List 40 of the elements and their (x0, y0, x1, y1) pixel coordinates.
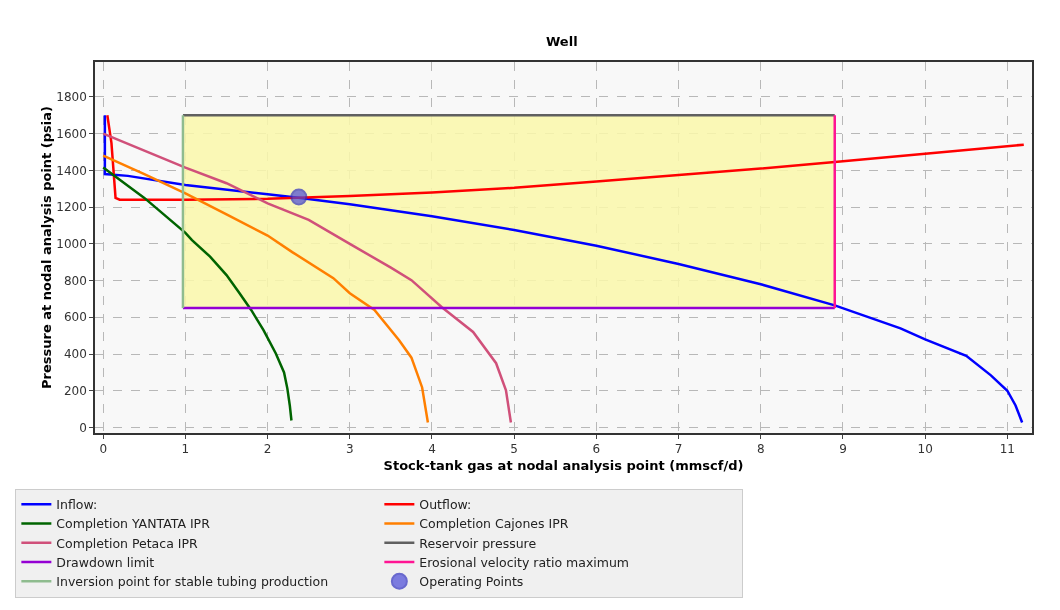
x-tick-label: 5 (510, 442, 518, 457)
x-tick-label: 6 (592, 442, 601, 457)
y-tick-label: 400 (63, 347, 87, 362)
x-tick-label: 0 (99, 442, 108, 457)
x-tick-label: 4 (428, 442, 436, 457)
line-series (101, 166, 293, 422)
legend-label: Erosional velocity ratio maximum (419, 554, 630, 570)
line-series (101, 154, 430, 424)
x-tick-label: 10 (917, 442, 933, 457)
chart-title: Well (546, 33, 578, 49)
legend-label: Inflow: (56, 497, 98, 513)
y-tick-label: 1000 (56, 237, 87, 252)
line-series (106, 114, 1026, 201)
x-axis-title: Stock-tank gas at nodal analysis point (mmscf/d) (383, 458, 744, 474)
x-tick-label: 2 (263, 442, 272, 457)
y-tick-label: 0 (79, 420, 87, 435)
x-tick-label: 8 (756, 442, 765, 457)
legend-label: Operating Points (419, 574, 524, 590)
y-tick-label: 200 (63, 383, 87, 398)
legend-label: Completion Petaca IPR (56, 535, 198, 551)
y-tick-label: 600 (63, 310, 87, 325)
x-tick-label: 7 (674, 442, 683, 457)
legend-label: Reservoir pressure (419, 535, 537, 551)
x-tick-label: 11 (999, 442, 1015, 457)
legend-label: Completion YANTATA IPR (56, 516, 211, 532)
line-series (101, 132, 513, 424)
y-tick-label: 1600 (56, 126, 87, 141)
y-tick-label: 800 (63, 273, 87, 288)
y-tick-label: 1400 (56, 163, 87, 178)
legend-label: Completion Cajones IPR (419, 516, 569, 532)
y-tick-label: 1200 (56, 200, 87, 215)
x-tick-label: 1 (181, 442, 190, 457)
x-tick-label: 3 (345, 442, 354, 457)
legend-label: Drawdown limit (56, 554, 155, 570)
y-tick-label: 1800 (56, 90, 87, 105)
legend-label: Inversion point for stable tubing production (56, 574, 329, 590)
x-tick-label: 9 (839, 442, 847, 457)
line-series (103, 114, 1024, 424)
legend-label: Outflow: (419, 497, 472, 513)
y-axis-title: Pressure at nodal analysis point (psia) (39, 105, 55, 390)
